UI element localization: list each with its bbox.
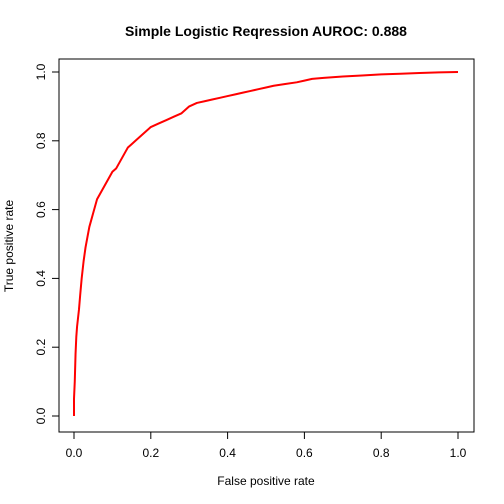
y-tick-label: 1.0 xyxy=(34,63,48,80)
y-axis-label: True positive rate xyxy=(2,200,16,293)
x-axis: 0.0 0.2 0.4 0.6 0.8 1.0 xyxy=(66,431,467,460)
x-tick-label: 0.4 xyxy=(219,446,236,460)
x-axis-label: False positive rate xyxy=(217,474,315,488)
y-tick-label: 0.4 xyxy=(34,270,48,287)
y-tick-label: 0.8 xyxy=(34,132,48,149)
x-tick-label: 0.8 xyxy=(373,446,390,460)
y-tick-label: 0.2 xyxy=(34,339,48,356)
series-layer xyxy=(73,71,459,416)
y-tick-label: 0.0 xyxy=(34,407,48,424)
x-tick-label: 0.2 xyxy=(142,446,159,460)
chart-title: Simple Logistic Reqression AUROC: 0.888 xyxy=(125,23,407,39)
x-tick-label: 1.0 xyxy=(450,446,467,460)
y-tick-label: 0.6 xyxy=(34,201,48,218)
roc-curve-line xyxy=(73,71,459,416)
plot-area-frame xyxy=(58,58,475,433)
x-tick-label: 0.0 xyxy=(66,446,83,460)
x-tick-label: 0.6 xyxy=(296,446,313,460)
y-axis: 0.0 0.2 0.4 0.6 0.8 1.0 xyxy=(34,63,60,424)
